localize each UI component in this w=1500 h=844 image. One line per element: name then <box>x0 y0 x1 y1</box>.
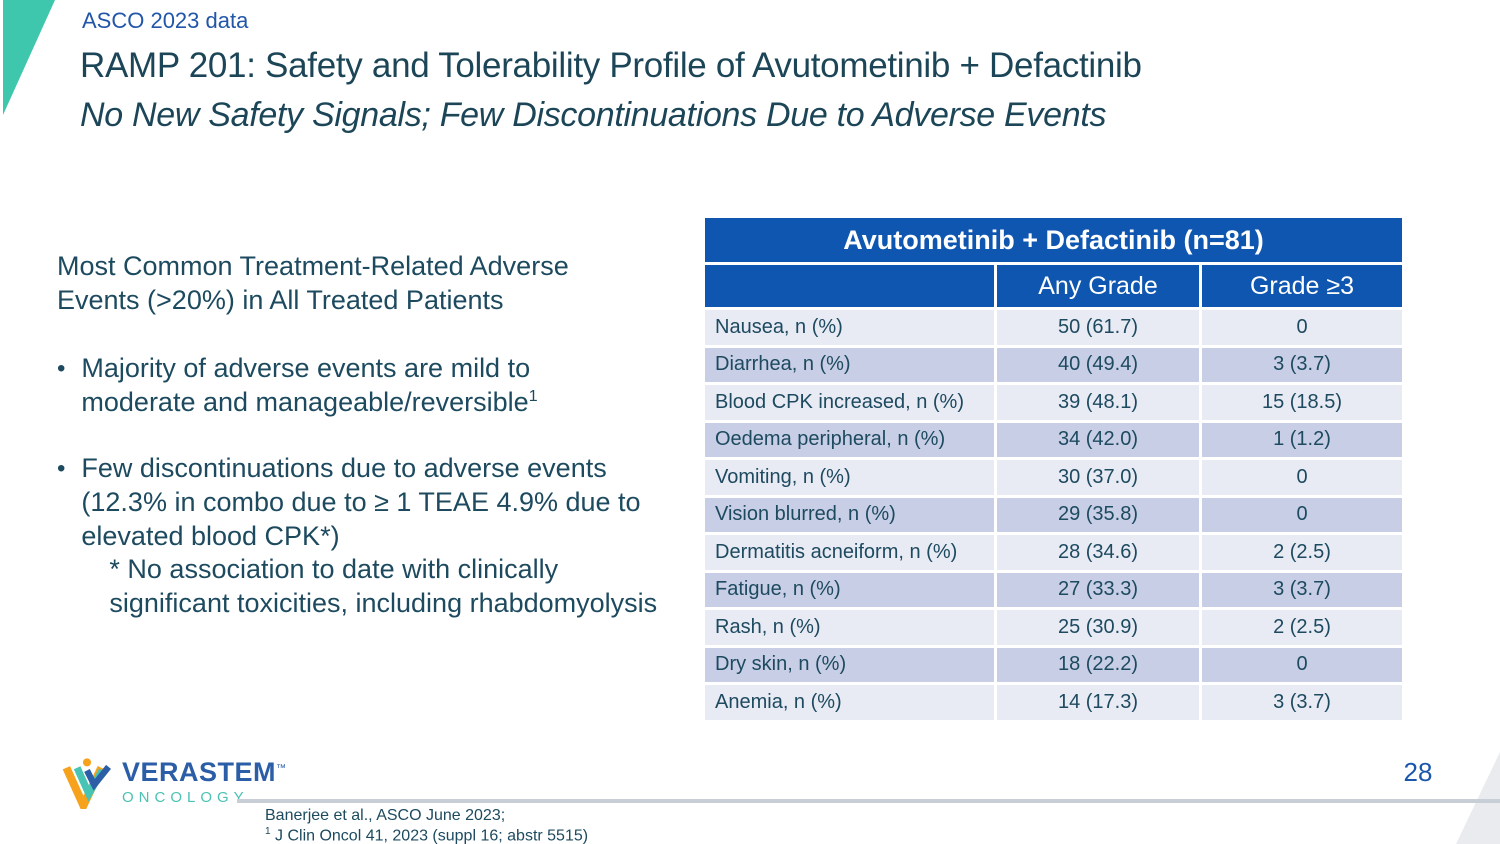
ae-any-grade-cell: 34 (42.0) <box>997 422 1199 457</box>
bullet-text: Majority of adverse events are mild to m… <box>81 352 626 420</box>
slide-title: RAMP 201: Safety and Tolerability Profil… <box>80 46 1142 85</box>
ae-any-grade-cell: 39 (48.1) <box>997 385 1199 420</box>
ae-grade3-cell: 0 <box>1202 460 1402 495</box>
ae-label-cell: Vomiting, n (%) <box>705 460 994 495</box>
bullet-2-footnote: * No association to date with clinically… <box>109 554 658 618</box>
page-number: 28 <box>1403 757 1433 787</box>
ae-grade3-cell: 15 (18.5) <box>1202 385 1402 420</box>
verastem-logo-text: VERASTEM™ ONCOLOGY <box>122 757 287 807</box>
ae-any-grade-cell: 40 (49.4) <box>997 347 1199 382</box>
ae-any-grade-cell: 29 (35.8) <box>997 497 1199 532</box>
column-header-any-grade: Any Grade <box>997 265 1199 307</box>
ae-any-grade-cell: 28 (34.6) <box>997 535 1199 570</box>
adverse-events-table: Avutometinib + Defactinib (n=81) Any Gra… <box>705 218 1402 720</box>
ae-grade3-cell: 2 (2.5) <box>1202 535 1402 570</box>
ae-grade3-cell: 2 (2.5) <box>1202 610 1402 645</box>
logo-name-text: VERASTEM <box>122 757 277 787</box>
citation-superscript: 1 <box>265 826 271 837</box>
ae-label-cell: Nausea, n (%) <box>705 310 994 345</box>
ae-label-cell: Vision blurred, n (%) <box>705 497 994 532</box>
ae-grade3-cell: 3 (3.7) <box>1202 685 1402 720</box>
kicker-text: ASCO 2023 data <box>82 8 249 33</box>
bullet-item-2: • Few discontinuations due to adverse ev… <box>57 452 673 621</box>
citation-footnote: Banerjee et al., ASCO June 2023; 1 J Cli… <box>265 806 588 844</box>
footer-divider <box>237 799 1500 803</box>
ae-label-cell: Fatigue, n (%) <box>705 572 994 607</box>
column-header-blank <box>705 265 994 307</box>
ae-grade3-cell: 1 (1.2) <box>1202 422 1402 457</box>
ae-grade3-cell: 3 (3.7) <box>1202 347 1402 382</box>
ae-label-cell: Dry skin, n (%) <box>705 647 994 682</box>
citation-line-2: 1 J Clin Oncol 41, 2023 (suppl 16; abstr… <box>265 826 588 844</box>
bullet-item-1: • Majority of adverse events are mild to… <box>57 352 626 420</box>
trademark-symbol: ™ <box>276 763 287 774</box>
ae-label-cell: Anemia, n (%) <box>705 685 994 720</box>
bullet-icon: • <box>57 455 66 482</box>
citation-2-text: J Clin Oncol 41, 2023 (suppl 16; abstr 5… <box>270 827 589 844</box>
verastem-logo: VERASTEM™ ONCOLOGY <box>60 757 287 809</box>
ae-any-grade-cell: 50 (61.7) <box>997 310 1199 345</box>
verastem-logo-mark <box>62 758 111 809</box>
bullet-icon: • <box>57 355 66 382</box>
bullet-1-superscript: 1 <box>528 387 538 405</box>
logo-wordmark: VERASTEM™ <box>122 759 287 786</box>
ae-any-grade-cell: 25 (30.9) <box>997 610 1199 645</box>
left-heading: Most Common Treatment-Related Adverse Ev… <box>57 251 569 315</box>
slide-subtitle: No New Safety Signals; Few Discontinuati… <box>80 96 1107 134</box>
ae-label-cell: Blood CPK increased, n (%) <box>705 385 994 420</box>
ae-label-cell: Rash, n (%) <box>705 610 994 645</box>
citation-line-1: Banerjee et al., ASCO June 2023; <box>265 807 506 824</box>
table-title: Avutometinib + Defactinib (n=81) <box>705 218 1402 262</box>
ae-grade3-cell: 0 <box>1202 497 1402 532</box>
column-header-grade-ge3: Grade ≥3 <box>1202 265 1402 307</box>
ae-any-grade-cell: 30 (37.0) <box>997 460 1199 495</box>
ae-label-cell: Oedema peripheral, n (%) <box>705 422 994 457</box>
corner-accent-bottom-right <box>1456 752 1500 844</box>
ae-grade3-cell: 0 <box>1202 310 1402 345</box>
ae-label-cell: Dermatitis acneiform, n (%) <box>705 535 994 570</box>
ae-label-cell: Diarrhea, n (%) <box>705 347 994 382</box>
ae-grade3-cell: 3 (3.7) <box>1202 572 1402 607</box>
bullet-1-text: Majority of adverse events are mild to m… <box>81 353 531 417</box>
logo-subtitle: ONCOLOGY <box>122 789 249 806</box>
ae-any-grade-cell: 14 (17.3) <box>997 685 1199 720</box>
ae-any-grade-cell: 18 (22.2) <box>997 647 1199 682</box>
bullet-text: Few discontinuations due to adverse even… <box>81 452 673 621</box>
ae-grade3-cell: 0 <box>1202 647 1402 682</box>
bullet-2-text: Few discontinuations due to adverse even… <box>81 453 641 551</box>
corner-accent-top-left <box>3 0 55 115</box>
ae-any-grade-cell: 27 (33.3) <box>997 572 1199 607</box>
